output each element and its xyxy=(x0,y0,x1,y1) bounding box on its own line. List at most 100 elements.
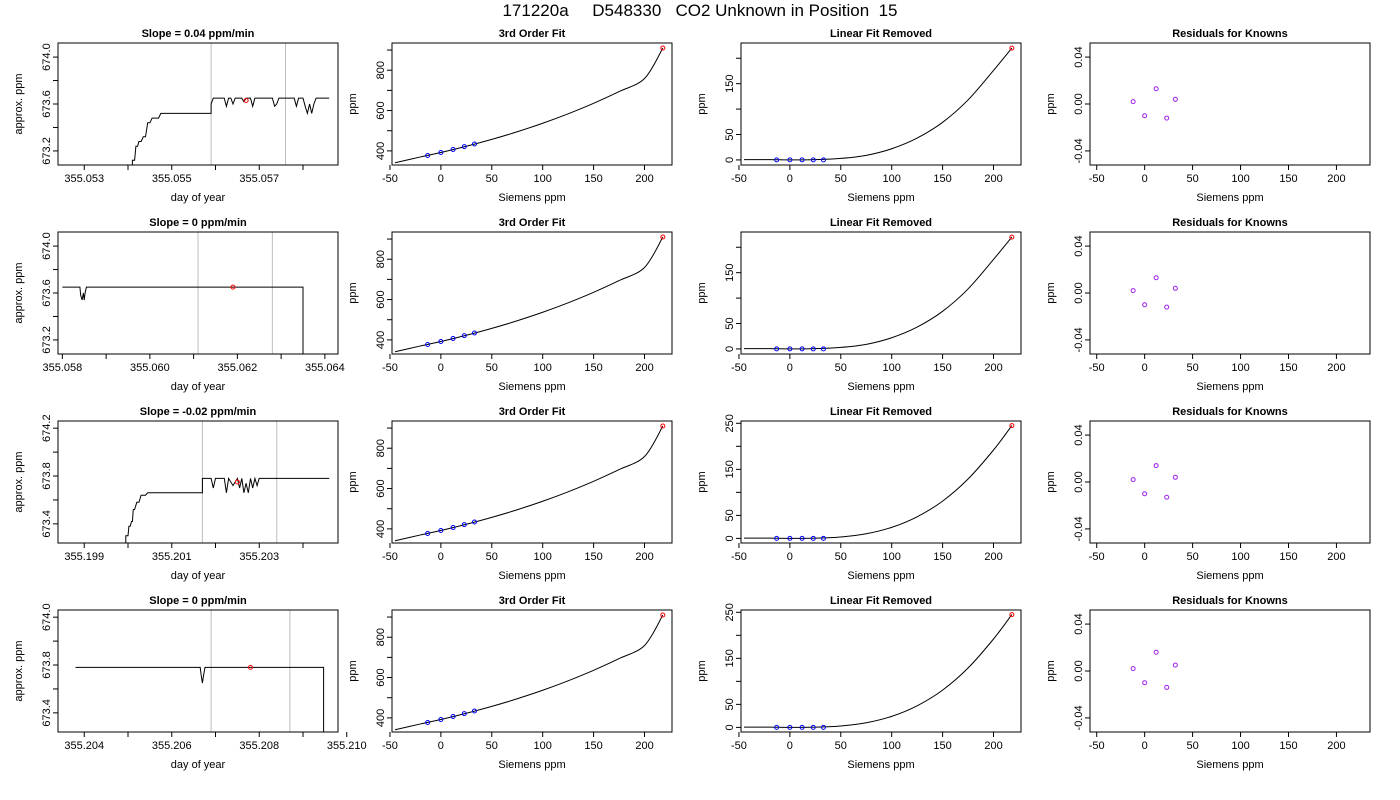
x-tick-label: 355.199 xyxy=(64,551,104,563)
y-tick-label: 800 xyxy=(375,250,387,268)
x-tick-label: 0 xyxy=(438,740,444,752)
y-axis-label: ppm xyxy=(1045,93,1057,114)
residual-point xyxy=(1172,474,1178,480)
x-tick-label: -50 xyxy=(382,740,398,752)
x-tick-label: 355.053 xyxy=(64,173,104,185)
unknown-point xyxy=(660,423,666,429)
panel-1-1: Slope = 0.04 ppm/min 355.053 355.055 355.05… xyxy=(13,28,339,204)
x-axis-label: Siemens ppm xyxy=(847,192,914,204)
y-tick-label: 0.04 xyxy=(1073,46,1085,67)
x-tick-label: 355.204 xyxy=(64,740,104,752)
plot-frame xyxy=(1089,42,1371,166)
x-tick-label: 150 xyxy=(1279,173,1297,185)
y-tick-label: 50 xyxy=(724,509,736,521)
x-tick-label: 355.210 xyxy=(327,740,367,752)
residual-point xyxy=(1164,304,1170,310)
x-tick-label: 150 xyxy=(1279,362,1297,374)
plot-area xyxy=(394,614,664,731)
plot-area xyxy=(394,47,664,164)
y-tick-label: 400 xyxy=(375,331,387,349)
panel-title: Linear Fit Removed xyxy=(830,406,932,418)
x-tick-label: 0 xyxy=(787,173,793,185)
plot-frame xyxy=(1089,231,1371,355)
panel-2-2: 3rd Order Fit -50 0 50 100 150 200 400 600 800 Sie… xyxy=(347,217,673,393)
known-point xyxy=(425,720,431,726)
plot-area xyxy=(1130,463,1178,500)
x-tick-label: 200 xyxy=(984,740,1002,752)
known-point xyxy=(774,346,780,352)
x-axis-label: Siemens ppm xyxy=(1196,381,1263,393)
plot-area xyxy=(131,97,330,165)
x-tick-label: 200 xyxy=(984,173,1002,185)
x-axis-label: Siemens ppm xyxy=(498,759,565,771)
unknown-point xyxy=(1009,234,1015,240)
panel-title: Residuals for Knowns xyxy=(1172,217,1288,229)
y-tick-label: 0.00 xyxy=(1073,660,1085,681)
x-tick-label: -50 xyxy=(731,173,747,185)
unknown-point xyxy=(1009,45,1015,51)
residual-point xyxy=(1142,491,1148,497)
panel-title: 3rd Order Fit xyxy=(499,217,566,229)
x-tick-label: 200 xyxy=(1327,740,1345,752)
plot-frame xyxy=(391,231,673,355)
y-tick-label: 674.0 xyxy=(41,603,53,631)
panel-title: Slope = 0.04 ppm/min xyxy=(142,28,255,40)
residual-point xyxy=(1172,662,1178,668)
y-tick-label: 673.8 xyxy=(41,651,53,679)
unknown-point xyxy=(243,97,249,103)
panel-1-3: Linear Fit Removed -50 0 50 100 150 200 0 50 150 S… xyxy=(696,28,1022,204)
residual-point xyxy=(1130,666,1136,672)
y-tick-label: 50 xyxy=(724,698,736,710)
known-point xyxy=(425,153,431,159)
x-axis-label: Siemens ppm xyxy=(847,381,914,393)
x-tick-label: 150 xyxy=(1279,740,1297,752)
y-tick-label: 673.2 xyxy=(41,137,53,165)
x-tick-label: 150 xyxy=(584,551,602,563)
x-axis-label: day of year xyxy=(171,759,226,771)
known-point xyxy=(450,713,456,719)
page-title: 171220a D548330 CO2 Unknown in Position … xyxy=(502,1,898,20)
residual-point xyxy=(1130,99,1136,105)
x-tick-label: 355.064 xyxy=(305,362,345,374)
known-point xyxy=(799,157,805,163)
y-tick-label: 0 xyxy=(724,157,736,163)
plot-area xyxy=(744,47,1013,163)
known-point xyxy=(774,535,780,541)
x-tick-label: 355.201 xyxy=(152,551,192,563)
known-point xyxy=(799,535,805,541)
y-tick-label: 400 xyxy=(375,520,387,538)
known-point xyxy=(787,724,793,730)
unknown-point xyxy=(1009,423,1015,429)
panel-3-2: 3rd Order Fit -50 0 50 100 150 200 400 600 800 Sie… xyxy=(347,406,673,582)
known-point xyxy=(438,527,444,533)
plot-frame xyxy=(740,420,1022,544)
residual-point xyxy=(1153,275,1159,281)
y-axis-label: approx. ppm xyxy=(13,262,25,323)
unknown-point xyxy=(660,234,666,240)
panel-1-4: Residuals for Knowns -50 0 50 100 150 200 -0.04… xyxy=(1045,28,1371,204)
y-axis-label: ppm xyxy=(347,282,359,303)
y-axis-label: ppm xyxy=(347,471,359,492)
x-tick-label: 100 xyxy=(883,551,901,563)
y-axis-label: ppm xyxy=(347,660,359,681)
panel-title: Linear Fit Removed xyxy=(830,595,932,607)
y-axis-label: ppm xyxy=(1045,471,1057,492)
y-tick-label: 674.0 xyxy=(41,43,53,71)
known-point xyxy=(471,519,477,525)
y-tick-label: 600 xyxy=(375,101,387,119)
fit-curve xyxy=(394,425,664,542)
known-point xyxy=(774,724,780,730)
x-tick-label: 100 xyxy=(534,740,552,752)
y-axis-label: ppm xyxy=(347,93,359,114)
x-tick-label: 50 xyxy=(835,173,847,185)
panel-title: Linear Fit Removed xyxy=(830,28,932,40)
x-tick-label: 355.203 xyxy=(239,551,279,563)
x-tick-label: 150 xyxy=(933,362,951,374)
known-point xyxy=(471,330,477,336)
panel-title: Slope = 0 ppm/min xyxy=(149,217,247,229)
y-tick-label: 0 xyxy=(724,535,736,541)
y-tick-label: 400 xyxy=(375,142,387,160)
known-point xyxy=(425,531,431,537)
x-tick-label: 0 xyxy=(1142,740,1148,752)
x-tick-label: 50 xyxy=(835,551,847,563)
